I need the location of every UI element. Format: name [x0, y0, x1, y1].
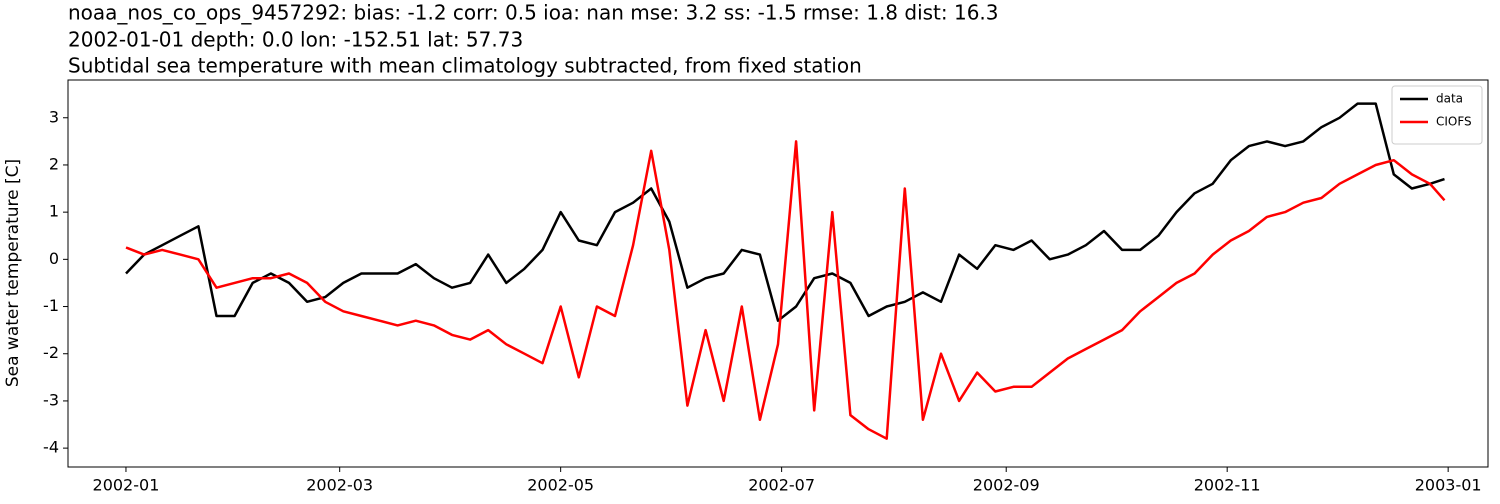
legend-label: data — [1436, 92, 1463, 106]
x-tick-label: 2002-01 — [93, 476, 160, 495]
data-line — [125, 140, 1446, 440]
y-tick-label: -2 — [43, 343, 59, 362]
y-tick-label: 0 — [49, 249, 59, 268]
y-tick-label: -4 — [43, 438, 59, 457]
chart-title: 2002-01-01 depth: 0.0 lon: -152.51 lat: … — [68, 28, 523, 52]
x-tick-label: 2003-01 — [1415, 476, 1482, 495]
y-tick-label: -1 — [43, 296, 59, 315]
y-axis-label: Sea water temperature [C] — [3, 159, 23, 387]
chart-title: noaa_nos_co_ops_9457292: bias: -1.2 corr… — [68, 1, 999, 25]
x-tick-label: 2002-05 — [527, 476, 594, 495]
legend-label: CIOFS — [1436, 115, 1472, 129]
data-line — [125, 102, 1445, 322]
y-tick-label: 3 — [49, 107, 59, 126]
chart-title: Subtidal sea temperature with mean clima… — [68, 54, 862, 78]
legend-box — [1391, 85, 1483, 145]
y-tick-label: -3 — [43, 390, 59, 409]
x-tick-label: 2002-07 — [748, 476, 815, 495]
x-tick-label: 2002-03 — [306, 476, 373, 495]
x-tick-label: 2002-09 — [973, 476, 1040, 495]
plot-frame — [67, 79, 1489, 468]
x-tick-label: 2002-11 — [1194, 476, 1261, 495]
y-tick-label: 1 — [49, 202, 59, 221]
y-tick-label: 2 — [49, 154, 59, 173]
